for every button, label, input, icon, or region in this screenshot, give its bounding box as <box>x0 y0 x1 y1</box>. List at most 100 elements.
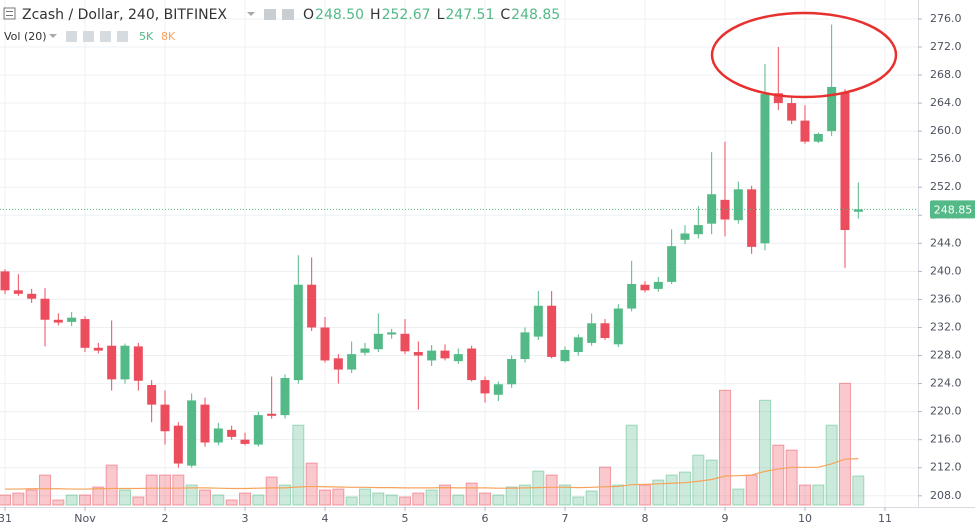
volume-bar <box>705 459 718 506</box>
y-tick-label: 272.0 <box>930 40 962 53</box>
y-tick-label: 216.0 <box>930 433 962 446</box>
candle-body <box>787 103 797 121</box>
x-tick-label: 3 <box>241 512 248 525</box>
candle-body <box>13 290 23 294</box>
volume-bar <box>638 484 651 506</box>
volume-bar <box>798 484 811 506</box>
candle-body <box>80 319 90 348</box>
volume-bar <box>198 489 211 506</box>
candle-body <box>173 425 183 464</box>
volume-bar <box>52 499 65 506</box>
volume-bar <box>292 424 305 506</box>
candle-body <box>400 333 410 352</box>
axes: 208.0 212.0 216.0 220.0 224.0 228.0 232.0 236.0… <box>0 12 975 525</box>
ohlc-key: C <box>500 7 510 23</box>
candle-body <box>853 209 863 212</box>
y-tick-label: 232.0 <box>930 320 962 333</box>
candle-body <box>120 345 130 380</box>
candle-body <box>107 345 117 380</box>
candle-body <box>160 404 170 432</box>
dropdown-icon[interactable] <box>247 12 255 16</box>
y-tick-label: 252.0 <box>930 180 962 193</box>
volume-bar <box>625 424 638 506</box>
candle-body <box>320 327 330 361</box>
volume-bar <box>212 494 225 506</box>
ohlc-key: L <box>437 7 445 23</box>
candle-body <box>240 439 250 444</box>
candle-body <box>360 348 370 353</box>
candle-body <box>693 225 703 235</box>
x-tick-label: 5 <box>401 512 408 525</box>
settings-icon[interactable] <box>282 9 294 20</box>
volume-bar <box>758 399 771 506</box>
volume-bar <box>318 489 331 506</box>
volume-bar <box>0 494 11 506</box>
candle-body <box>27 293 37 299</box>
volume-bar <box>158 474 171 506</box>
last-price-box <box>930 200 975 219</box>
collapse-icon[interactable] <box>3 7 16 20</box>
y-tick-label: 236.0 <box>930 292 962 305</box>
volume-bar <box>452 494 465 506</box>
x-tick-label: Nov <box>74 512 96 525</box>
volume-bar <box>305 462 318 506</box>
volume-bar <box>252 494 265 506</box>
candle-body <box>813 133 823 142</box>
x-tick-label: 4 <box>321 512 328 525</box>
chart-title: Zcash / Dollar, 240, BITFINEX <box>22 7 227 23</box>
settings-icon[interactable] <box>117 31 128 42</box>
dropdown-icon[interactable] <box>49 34 57 38</box>
ohlc-value: 248.50 <box>315 7 364 23</box>
candle-body <box>560 349 570 362</box>
candles <box>0 24 918 468</box>
y-tick-label: 244.0 <box>930 236 962 249</box>
candle-body <box>280 377 290 416</box>
candle-body <box>507 359 517 385</box>
volume-bar <box>558 484 571 506</box>
settings-icon[interactable] <box>83 31 94 42</box>
volume-bar <box>718 389 731 506</box>
ohlc-key: O <box>303 7 314 23</box>
candle-body <box>667 246 677 282</box>
candle-body <box>773 93 783 104</box>
candle-body <box>453 354 463 362</box>
settings-icon[interactable] <box>100 31 111 42</box>
settings-icon[interactable] <box>66 31 77 42</box>
candle-body <box>720 199 730 220</box>
candle-body <box>347 354 357 370</box>
y-tick-label: 264.0 <box>930 96 962 109</box>
volume-bar <box>425 489 438 506</box>
last-price-label: 248.85 <box>934 203 973 216</box>
volume-bar <box>505 486 518 506</box>
candle-body <box>493 384 503 395</box>
settings-icon[interactable] <box>264 9 276 20</box>
volume-bar <box>652 479 665 506</box>
volume-bar <box>732 488 745 506</box>
candle-body <box>373 333 383 350</box>
volume-bar <box>345 496 358 506</box>
x-tick-label: 7 <box>561 512 568 525</box>
volume-bar <box>185 484 198 506</box>
volume-bar <box>172 474 185 506</box>
highlight-ellipse <box>710 11 898 99</box>
candle-body <box>600 323 610 338</box>
volume-bar <box>78 494 91 506</box>
candle-body <box>573 337 583 353</box>
candle-body <box>213 428 223 443</box>
candle-body <box>133 346 143 381</box>
volume-bar <box>65 494 78 506</box>
volume-bar <box>478 492 491 506</box>
y-tick-label: 224.0 <box>930 377 962 390</box>
candle-body <box>0 271 10 291</box>
ohlc-value: 247.51 <box>445 7 494 23</box>
candle-body <box>480 380 490 394</box>
x-tick-label: 9 <box>721 512 728 525</box>
volume-bar <box>278 484 291 506</box>
volume-bar <box>612 484 625 506</box>
volume-bar <box>838 382 851 506</box>
candle-body <box>840 92 850 231</box>
volume-ma-value: 8K <box>161 30 176 43</box>
candle-body <box>253 415 263 445</box>
candle-body <box>67 317 77 322</box>
volume-bar <box>518 484 531 506</box>
